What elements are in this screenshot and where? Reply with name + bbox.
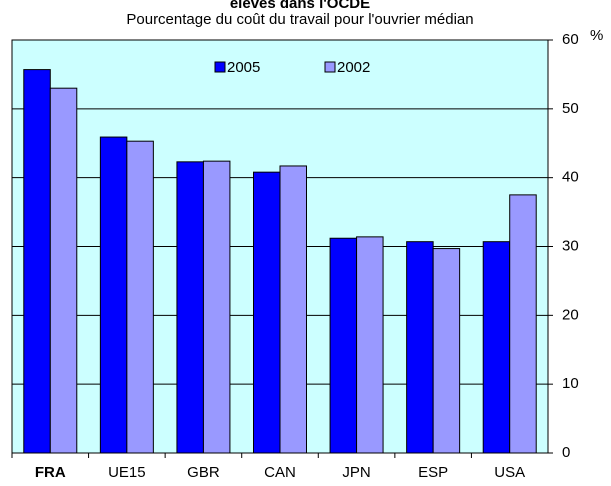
y-tick-label: 0 xyxy=(562,444,570,461)
y-tick-label: 40 xyxy=(562,169,579,186)
bar xyxy=(176,161,204,454)
bar xyxy=(356,236,384,454)
bar xyxy=(509,194,537,454)
legend-label: 2005 xyxy=(227,59,260,76)
legend-swatch xyxy=(214,61,226,73)
bar xyxy=(482,241,511,454)
y-tick-label: 10 xyxy=(562,375,579,392)
y-tick-label: 20 xyxy=(562,306,579,323)
bar xyxy=(49,87,78,454)
x-tick-label: GBR xyxy=(187,464,220,481)
y-axis-label: % xyxy=(590,27,603,44)
x-tick-label: JPN xyxy=(342,464,370,481)
chart-title: élevés dans l'OCDE xyxy=(230,0,370,12)
bar xyxy=(279,165,307,454)
x-tick-label: USA xyxy=(494,464,525,481)
legend-swatch xyxy=(324,61,336,73)
x-tick-label: CAN xyxy=(264,464,296,481)
bar xyxy=(432,248,461,454)
y-tick-label: 60 xyxy=(562,31,579,48)
bar xyxy=(99,136,128,454)
x-tick-label: FRA xyxy=(35,464,66,481)
bar xyxy=(406,241,434,454)
x-tick-label: ESP xyxy=(418,464,448,481)
bar xyxy=(126,140,154,454)
y-tick-label: 30 xyxy=(562,237,579,254)
bar xyxy=(202,160,231,454)
x-tick-label: UE15 xyxy=(108,464,146,481)
legend-label: 2002 xyxy=(337,59,370,76)
y-tick-label: 50 xyxy=(562,100,579,117)
bar xyxy=(23,69,51,454)
bar xyxy=(253,171,281,454)
chart-subtitle: Pourcentage du coût du travail pour l'ou… xyxy=(126,11,473,28)
bar xyxy=(329,237,358,454)
